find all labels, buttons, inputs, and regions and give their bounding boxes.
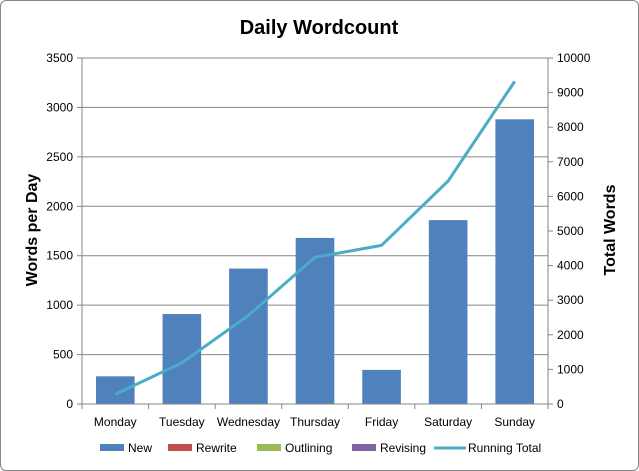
- x-tick-label: Monday: [94, 415, 137, 429]
- x-tick-label: Wednesday: [217, 415, 280, 429]
- y2-axis-ticks: 0 1000 2000 3000 4000 5000 6000 7000 8000 9000 100…: [548, 51, 591, 411]
- line-series: [114, 80, 516, 396]
- legend-swatch: [257, 444, 281, 451]
- bar-series: [95, 119, 535, 404]
- bar-new: [495, 119, 535, 404]
- line-running-total: [114, 80, 516, 396]
- y-tick-label: 2000: [46, 199, 73, 213]
- legend-label: Outlining: [285, 441, 332, 455]
- x-tick-label: Tuesday: [159, 415, 205, 429]
- bar-new: [295, 237, 335, 404]
- legend-swatch: [100, 444, 124, 451]
- legend-swatch: [352, 444, 376, 451]
- y2-tick-label: 1000: [557, 362, 584, 376]
- legend-label: Rewrite: [196, 441, 237, 455]
- y2-tick-label: 9000: [557, 86, 584, 100]
- y2-tick-label: 5000: [557, 224, 584, 238]
- y2-tick-label: 0: [557, 397, 564, 411]
- bar-new: [428, 220, 468, 404]
- bar-new: [162, 314, 202, 404]
- y-axis-title: Words per Day: [24, 174, 41, 287]
- y-tick-label: 1000: [46, 298, 73, 312]
- x-tick-label: Sunday: [494, 415, 535, 429]
- y2-tick-label: 2000: [557, 328, 584, 342]
- chart-title: Daily Wordcount: [240, 17, 399, 39]
- y-tick-label: 0: [66, 397, 73, 411]
- y2-tick-label: 3000: [557, 293, 584, 307]
- y-tick-label: 2500: [46, 150, 73, 164]
- gridlines: [82, 106, 548, 356]
- y-tick-label: 3500: [46, 51, 73, 65]
- legend-label: Running Total: [468, 441, 541, 455]
- y2-tick-label: 8000: [557, 120, 584, 134]
- x-tick-label: Thursday: [290, 415, 340, 429]
- y2-axis-title: Total Words: [602, 184, 619, 275]
- y2-tick-label: 7000: [557, 155, 584, 169]
- y2-tick-label: 4000: [557, 259, 584, 273]
- y-tick-label: 1500: [46, 249, 73, 263]
- bar-new: [95, 376, 135, 404]
- legend: New Rewrite Outlining Revising Running Total: [100, 441, 541, 455]
- x-tick-label: Friday: [365, 415, 398, 429]
- x-axis-ticks: Monday Tuesday Wednesday Thursday Friday Satu…: [81, 404, 549, 429]
- bar-new: [362, 369, 401, 404]
- y-tick-label: 3000: [46, 100, 73, 114]
- y2-tick-label: 10000: [557, 51, 591, 65]
- bar-new: [229, 268, 268, 404]
- legend-label: New: [128, 441, 152, 455]
- legend-swatch: [168, 444, 192, 451]
- y-tick-label: 500: [53, 348, 73, 362]
- y-axis-ticks: 0 500 1000 1500 2000 2500 3000 3500: [46, 51, 82, 411]
- y2-tick-label: 6000: [557, 189, 584, 203]
- x-tick-label: Saturday: [424, 415, 472, 429]
- legend-label: Revising: [380, 441, 426, 455]
